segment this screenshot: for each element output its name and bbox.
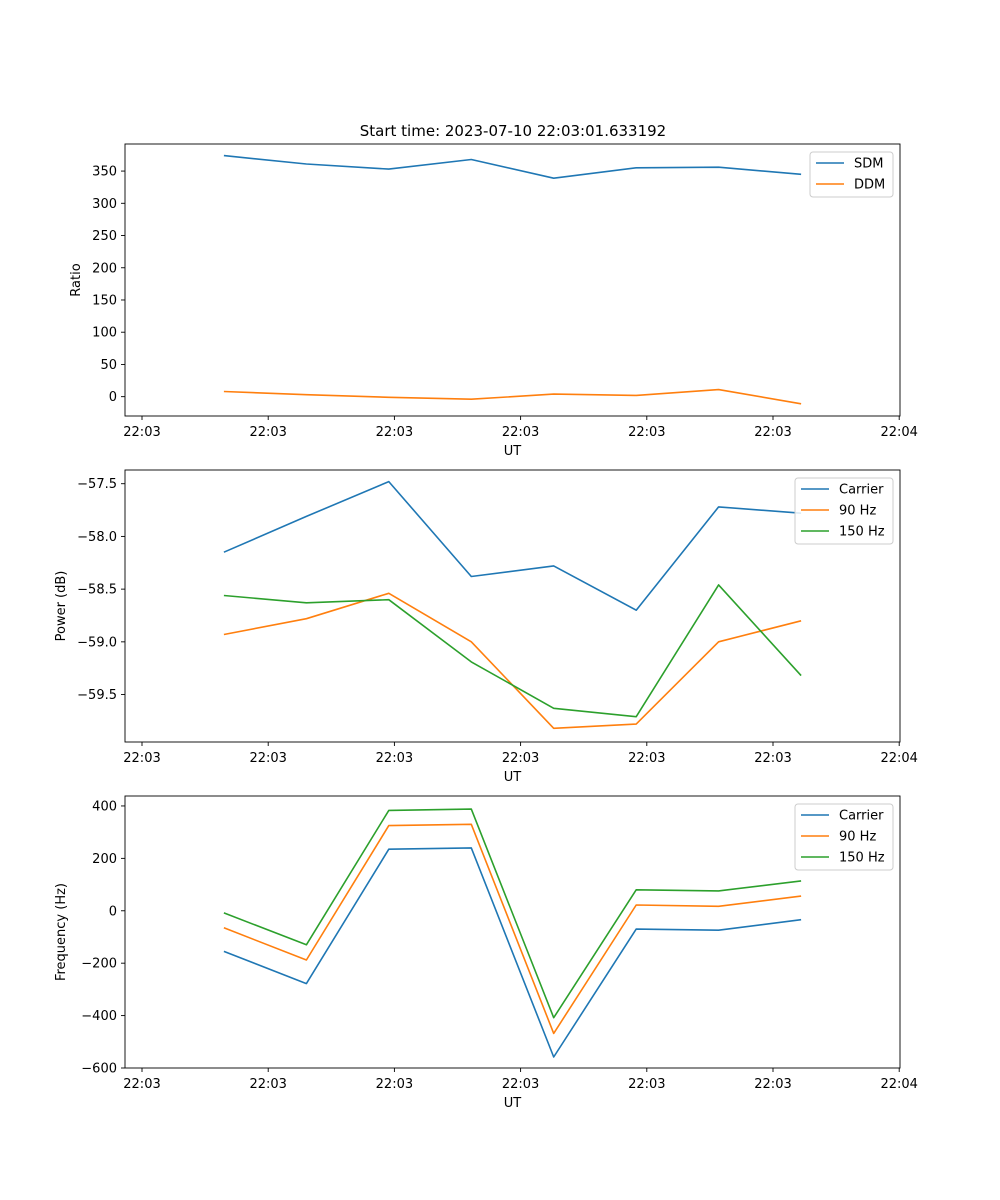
y-tick-label: 0 <box>109 390 117 405</box>
x-axis-label: UT <box>504 1096 522 1111</box>
legend-box <box>794 477 894 545</box>
series-line-carrier <box>223 480 802 612</box>
axes-frame <box>124 795 901 1069</box>
y-axis-label: Frequency (Hz) <box>54 883 69 981</box>
x-tick-label: 22:04 <box>880 1077 917 1092</box>
x-tick-label: 22:03 <box>502 425 539 440</box>
y-tick-label: −200 <box>81 957 117 972</box>
series-line-ddm <box>223 388 802 405</box>
x-tick-label: 22:04 <box>880 425 917 440</box>
x-tick-label: 22:03 <box>249 425 286 440</box>
subplot-2: 22:03 22:03 22:03 22:03 22:03 22:03 22:04 UT −57… <box>54 469 918 785</box>
legend-label: DDM <box>854 178 885 193</box>
y-tick-label: 150 <box>92 293 117 308</box>
x-tick-label: 22:03 <box>754 1077 791 1092</box>
x-tick-label: 22:03 <box>249 1077 286 1092</box>
x-tick-label: 22:03 <box>754 425 791 440</box>
x-tick-label: 22:04 <box>880 751 917 766</box>
y-tick-label: 300 <box>92 197 117 212</box>
y-tick-label: −400 <box>81 1009 117 1024</box>
y-tick-label: −58.0 <box>77 530 117 545</box>
series-line-150-hz <box>223 808 802 1019</box>
series-line-90-hz <box>223 823 802 1035</box>
x-tick-label: 22:03 <box>754 751 791 766</box>
x-tick-label: 22:03 <box>628 1077 665 1092</box>
x-tick-label: 22:03 <box>502 751 539 766</box>
axes-frame <box>124 469 901 743</box>
figure-title: Start time: 2023-07-10 22:03:01.633192 <box>360 122 666 140</box>
subplot-1: 22:03 22:03 22:03 22:03 22:03 22:03 22:04 UT 0 50… <box>69 143 918 459</box>
y-tick-label: 50 <box>100 358 117 373</box>
y-tick-label: 200 <box>92 261 117 276</box>
x-axis-label: UT <box>504 444 522 459</box>
subplots: 22:03 22:03 22:03 22:03 22:03 22:03 22:04 UT 0 50… <box>54 143 918 1111</box>
y-tick-label: 200 <box>92 852 117 867</box>
y-tick-label: 100 <box>92 326 117 341</box>
x-tick-label: 22:03 <box>123 425 160 440</box>
legend-label: 150 Hz <box>839 525 885 540</box>
x-tick-label: 22:03 <box>249 751 286 766</box>
legend-label: 90 Hz <box>839 504 876 519</box>
y-tick-label: 350 <box>92 165 117 180</box>
x-tick-label: 22:03 <box>628 751 665 766</box>
y-axis-label: Ratio <box>69 263 84 296</box>
x-tick-label: 22:03 <box>502 1077 539 1092</box>
x-tick-label: 22:03 <box>123 1077 160 1092</box>
subplot-3: 22:03 22:03 22:03 22:03 22:03 22:03 22:04 UT 400… <box>54 795 918 1111</box>
x-tick-label: 22:03 <box>376 425 413 440</box>
y-tick-label: −58.5 <box>77 583 117 598</box>
y-tick-label: 0 <box>109 904 117 919</box>
y-tick-label: −600 <box>81 1062 117 1077</box>
axes-frame <box>124 143 901 417</box>
legend-label: 90 Hz <box>839 830 876 845</box>
legend-box <box>794 803 894 871</box>
series-line-sdm <box>223 154 802 179</box>
series-line-carrier <box>223 847 802 1058</box>
y-axis-label: Power (dB) <box>54 571 69 642</box>
x-tick-label: 22:03 <box>628 425 665 440</box>
x-tick-label: 22:03 <box>376 1077 413 1092</box>
legend-label: Carrier <box>839 809 884 824</box>
y-tick-label: 400 <box>92 799 117 814</box>
y-tick-label: −59.5 <box>77 688 117 703</box>
legend-label: Carrier <box>839 483 884 498</box>
legend-label: 150 Hz <box>839 851 885 866</box>
legend: Carrier 90 Hz 150 Hz <box>794 803 894 871</box>
y-tick-label: −57.5 <box>77 477 117 492</box>
legend: Carrier 90 Hz 150 Hz <box>794 477 894 545</box>
legend: SDM DDM <box>809 151 894 198</box>
y-tick-label: −59.0 <box>77 635 117 650</box>
x-axis-label: UT <box>504 770 522 785</box>
y-tick-label: 250 <box>92 229 117 244</box>
series-line-150-hz <box>223 584 802 718</box>
x-tick-label: 22:03 <box>123 751 160 766</box>
x-tick-label: 22:03 <box>376 751 413 766</box>
legend-label: SDM <box>854 157 883 172</box>
